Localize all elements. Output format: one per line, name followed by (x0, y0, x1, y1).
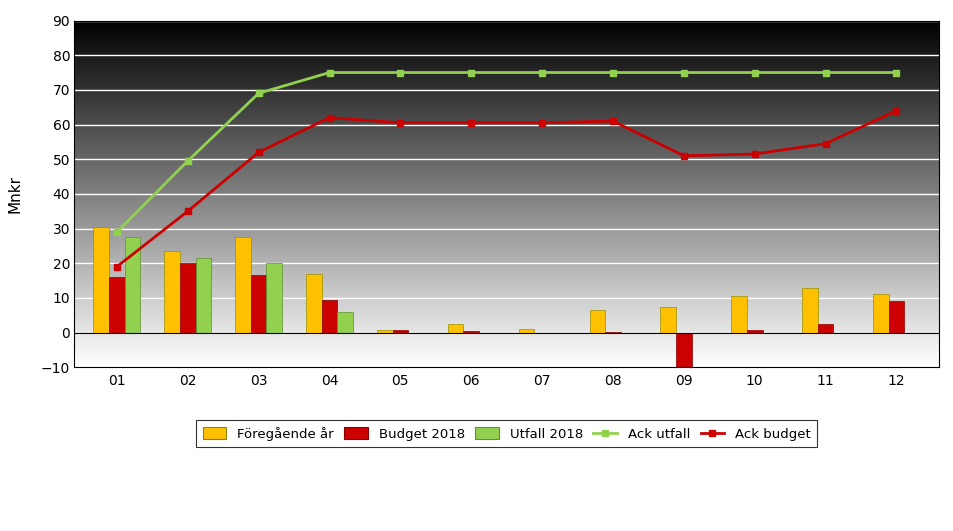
Y-axis label: Mnkr: Mnkr (8, 175, 23, 213)
Bar (180, 263, 195, 332)
Bar (731, 296, 746, 332)
Bar (801, 287, 817, 332)
Bar (872, 295, 888, 332)
Bar (463, 331, 478, 332)
Bar (589, 310, 604, 332)
Bar (518, 329, 534, 332)
Bar (125, 237, 140, 332)
Bar (817, 324, 833, 332)
Bar (321, 299, 337, 332)
Bar (659, 306, 676, 332)
Bar (534, 332, 549, 333)
Bar (337, 312, 353, 332)
Bar (376, 330, 393, 332)
Bar (93, 227, 109, 332)
Bar (447, 324, 463, 332)
Bar (676, 332, 691, 367)
Bar (251, 276, 266, 332)
Legend: Föregående år, Budget 2018, Utfall 2018, Ack utfall, Ack budget: Föregående år, Budget 2018, Utfall 2018,… (196, 420, 817, 448)
Bar (888, 302, 903, 332)
Bar (266, 263, 282, 332)
Bar (195, 258, 211, 332)
Bar (235, 237, 251, 332)
Bar (164, 251, 180, 332)
Bar (393, 330, 408, 332)
Bar (746, 330, 761, 332)
Bar (109, 277, 125, 332)
Bar (306, 273, 321, 332)
